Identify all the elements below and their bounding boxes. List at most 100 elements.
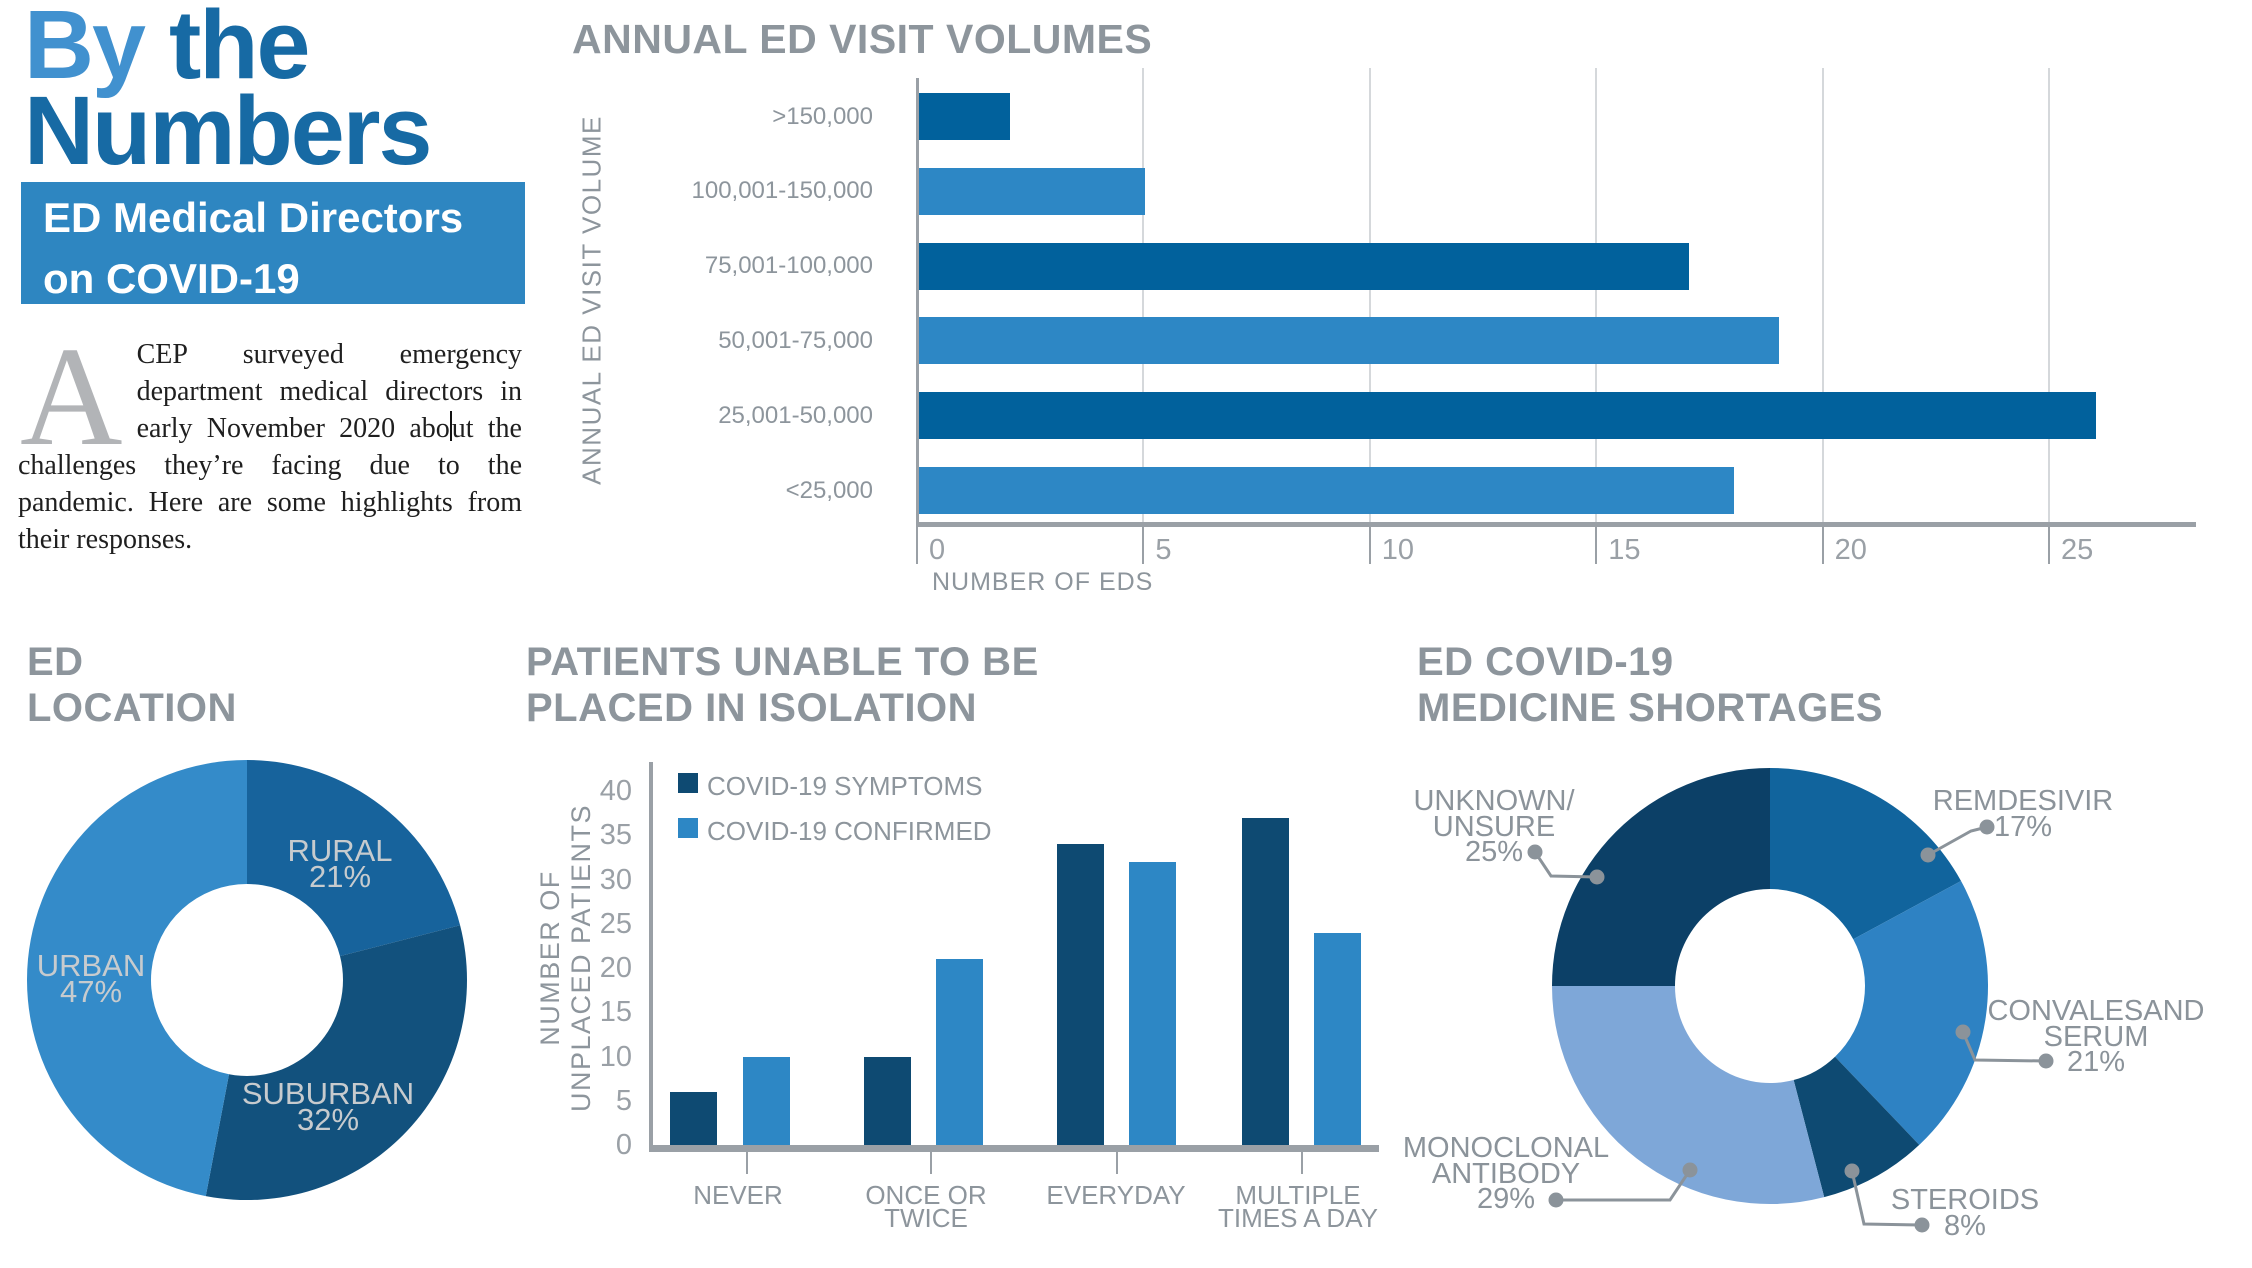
leader-label-convalesand-serum: CONVALESAND SERUM 21% [1966,995,2226,1078]
category-label-line: EVERYDAY [1046,1180,1186,1210]
shortages-title-line2: MEDICINE SHORTAGES [1417,686,1884,730]
page-title-line1: By the [24,0,430,93]
pie-label-text: SUBURBAN [241,1076,415,1111]
category-label-100,001-150,000: 100,001-150,000 [691,177,874,205]
bar-symptoms-MULTIPLE TIMES A DAY [1242,817,1289,1145]
category-tick-NEVER [746,1152,748,1174]
donut-slice-rural [247,760,461,957]
leader-label-line: 29% [1476,1183,1536,1215]
donut-slice-remdesivir [1770,767,1962,940]
top-chart-x-axis-label: NUMBER OF EDS [932,568,1154,596]
intro-text-after: ut the challenges they’re facing due to … [18,413,522,555]
category-label-line: NEVER [693,1180,783,1210]
x-tick-20 [1821,527,1824,564]
donut-medicine-shortages [1552,767,1989,1204]
leader-dot-label-convalesand-serum [2038,1053,2054,1069]
chart-title-ed-location: ED LOCATION [27,639,237,731]
bar-75,001-100,000 [919,242,1689,290]
gridline-x20 [1821,68,1824,522]
page-title-line2: Numbers [24,76,432,185]
leader-line-convalesand-serum [1961,1031,2047,1063]
bar-confirmed-MULTIPLE TIMES A DAY [1314,932,1361,1145]
category-label-<25,000: <25,000 [785,476,873,504]
x-tick-label-5: 5 [1155,534,1172,566]
y-tick-label-20: 20 [599,952,632,984]
leader-label-line: CONVALESAND [1987,995,2205,1027]
leader-label-line: ANTIBODY [1431,1157,1581,1190]
x-axis-line [649,1145,1379,1152]
banner-line1: ED Medical Directors [43,194,464,241]
y-axis-line [649,762,653,1152]
gridline-x25 [2048,68,2050,522]
subtitle-banner: ED Medical Directors on COVID-19 [21,182,525,304]
pie-label-suburban: SUBURBAN 32% [198,1076,458,1135]
category-label-line: TIMES A DAY [1218,1203,1378,1233]
gridline-x15 [1595,68,1598,522]
leader-dot-label-steroids [1914,1217,1930,1233]
x-tick-label-15: 15 [1608,534,1641,566]
category-label-line: TWICE [884,1203,968,1233]
chart-title-medicine-shortages: ED COVID-19 MEDICINE SHORTAGES [1417,639,1883,731]
bar-50,001-75,000 [919,317,1780,365]
bar-symptoms-ONCE OR TWICE [864,1056,911,1145]
leader-label-remdesivir: REMDESIVIR 17% [1893,785,2153,843]
category-tick-ONCE OR TWICE [930,1152,932,1174]
category-label-75,001-100,000: 75,001-100,000 [704,252,873,280]
y-tick-label-35: 35 [599,819,632,852]
banner-line2: on COVID-19 [43,255,300,302]
leader-label-line: UNKNOWN/ [1413,785,1575,817]
intro-dropcap: A [20,317,123,475]
donut-slice-steroids [1793,1056,1920,1198]
legend-label-covid-confirmed: COVID-19 CONFIRMED [707,816,992,846]
x-axis-line [916,522,2196,527]
chart-title-ed-visit-volumes: ANNUAL ED VISIT VOLUMES [572,16,1153,62]
bar-symptoms-NEVER [670,1091,717,1145]
bar->150,000 [919,93,1010,140]
leader-label-line: 21% [2066,1046,2126,1078]
legend-swatch-covid-symptoms [678,773,698,793]
legend-label-covid-symptoms: COVID-19 SYMPTOMS [707,771,983,801]
leader-label-line: 25% [1464,836,1524,868]
category-label-ONCE OR TWICE: ONCE OR TWICE [806,1182,1046,1233]
page-title: By the Numbers [24,0,432,185]
leader-dot-slice-convalesand-serum [1955,1024,1971,1040]
x-tick-label-0: 0 [929,534,946,566]
leader-label-steroids: STEROIDS 8% [1835,1186,2095,1240]
gridline-x10 [1368,68,1371,522]
category-tick-EVERYDAY [1116,1152,1118,1174]
leader-label-line: SERUM [2043,1020,2149,1053]
leader-dot-slice-steroids [1844,1163,1860,1179]
y-tick-label-5: 5 [615,1084,632,1117]
leader-dot-slice-remdesivir [1920,847,1936,863]
leader-label-unknown-unsure: UNKNOWN/UNSURE 25% [1364,785,1624,868]
ed-location-title-line1: ED [27,640,84,684]
pie-label-text: URBAN [36,948,146,983]
category-label-25,001-50,000: 25,001-50,000 [718,401,873,429]
y-tick-label-15: 15 [599,996,632,1029]
donut-slice-monoclonal-antibody [1552,986,1825,1204]
legend-swatch-covid-confirmed [678,818,698,838]
leader-label-line: REMDESIVIR [1932,785,2114,817]
x-tick-25 [2048,527,2050,564]
leader-dot-label-unknown-unsure [1527,844,1543,860]
leader-line-steroids [1850,1170,1923,1227]
category-tick-MULTIPLE TIMES A DAY [1301,1152,1303,1174]
category-label-MULTIPLE TIMES A DAY: MULTIPLE TIMES A DAY [1178,1182,1418,1233]
leader-dot-slice-monoclonal-antibody [1682,1162,1698,1178]
isolation-title-line2: PLACED IN ISOLATION [526,686,977,730]
donut-slice-unknown-unsure [1552,768,1770,986]
x-tick-label-10: 10 [1381,534,1415,566]
ed-location-title-line2: LOCATION [27,686,237,730]
bar-<25,000 [919,467,1735,514]
leader-line-monoclonal-antibody [1556,1169,1692,1202]
leader-label-line: 17% [1993,810,2053,843]
x-tick-5 [1142,527,1145,564]
pie-label-text: RURAL [287,833,393,868]
gridline-x5 [1142,68,1145,522]
category-label-EVERYDAY: EVERYDAY [996,1180,1236,1210]
page-title-by: By [24,0,169,99]
y-axis-line [916,78,919,527]
leader-dot-slice-unknown-unsure [1589,869,1605,885]
